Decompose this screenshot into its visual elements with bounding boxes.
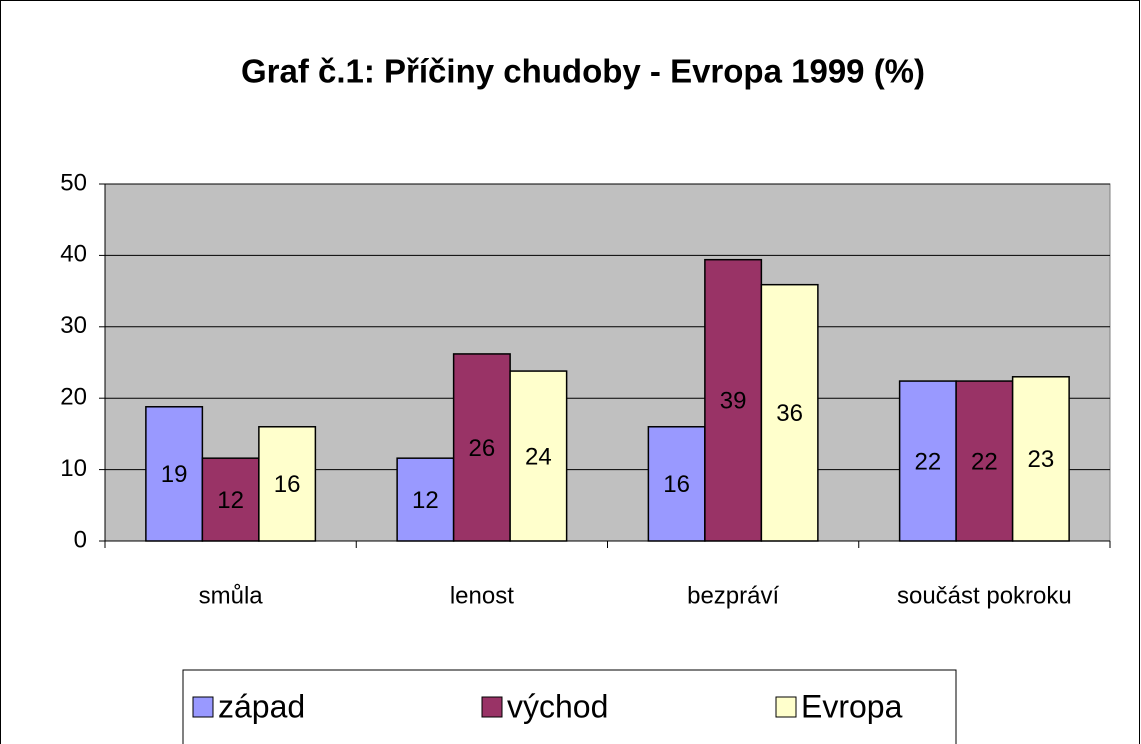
data-label: 24 — [525, 443, 552, 470]
y-tick-label: 30 — [60, 312, 87, 339]
y-tick-label: 10 — [60, 455, 87, 482]
bar — [1011, 376, 1070, 542]
legend-label: východ — [507, 688, 608, 724]
x-tick-label: součást pokroku — [897, 582, 1072, 609]
y-tick-label: 0 — [74, 526, 87, 553]
data-label: 16 — [663, 471, 690, 498]
bar — [509, 370, 568, 542]
x-tick-label: smůla — [199, 582, 264, 609]
bar — [201, 457, 260, 542]
bar — [898, 380, 957, 542]
y-tick-label: 50 — [60, 169, 87, 196]
chart-title: Graf č.1: Příčiny chudoby - Evropa 1999 … — [241, 53, 925, 90]
x-tick-label: lenost — [450, 582, 514, 609]
legend-swatch — [192, 696, 214, 718]
data-label: 39 — [720, 388, 747, 415]
bar — [955, 380, 1014, 542]
bar — [452, 353, 511, 542]
data-label: 26 — [469, 435, 496, 462]
x-tick-label: bezpráví — [687, 582, 779, 609]
y-tick-label: 40 — [60, 241, 87, 268]
bar — [396, 457, 455, 542]
data-label: 22 — [915, 448, 942, 475]
data-label: 12 — [217, 487, 244, 514]
data-label: 22 — [971, 448, 998, 475]
data-label: 36 — [776, 400, 803, 427]
bar — [704, 258, 763, 542]
legend-label: západ — [218, 688, 305, 724]
data-label: 19 — [161, 461, 188, 488]
bar — [145, 406, 204, 542]
bar — [760, 283, 819, 542]
data-label: 23 — [1028, 446, 1055, 473]
legend — [182, 669, 957, 744]
legend-swatch — [775, 696, 797, 718]
legend-swatch — [481, 696, 503, 718]
legend-label: Evropa — [801, 688, 903, 724]
bar — [258, 426, 317, 542]
data-label: 16 — [274, 471, 301, 498]
data-label: 12 — [412, 487, 439, 514]
bar — [647, 426, 706, 542]
y-tick-label: 20 — [60, 384, 87, 411]
